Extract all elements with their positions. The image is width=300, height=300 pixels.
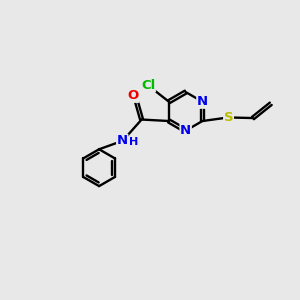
Text: Cl: Cl	[141, 79, 155, 92]
Text: N: N	[117, 134, 128, 147]
Text: S: S	[224, 111, 233, 124]
Text: N: N	[180, 124, 191, 137]
Text: O: O	[128, 89, 139, 102]
Text: N: N	[197, 95, 208, 108]
Text: H: H	[129, 137, 138, 147]
